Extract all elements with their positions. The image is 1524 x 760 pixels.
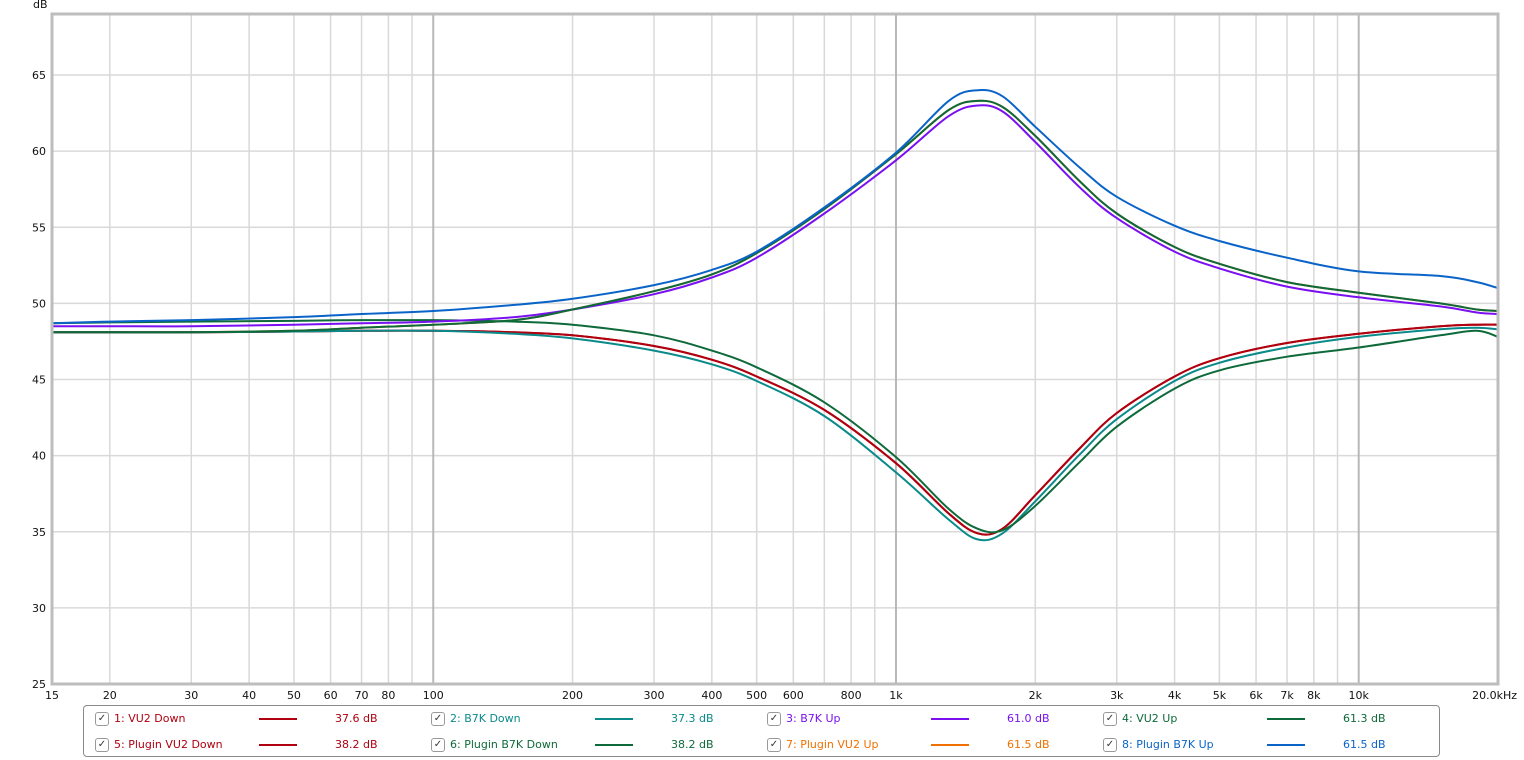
x-tick-label: 800 [841, 689, 862, 702]
series-curve [51, 326, 1499, 542]
series-curve [52, 104, 1499, 328]
x-tick-label: 30 [184, 689, 198, 702]
y-tick-label: 50 [32, 297, 46, 310]
x-tick-label: 200 [562, 689, 583, 702]
series-curve [51, 323, 1499, 536]
y-tick-label: 65 [32, 69, 46, 82]
x-tick-label: 60 [324, 689, 338, 702]
y-tick-label: 60 [32, 145, 46, 158]
series-curve [51, 89, 1499, 325]
legend-item-1[interactable]: ✓ 1: VU2 Down 37.6 dB [95, 711, 415, 727]
chart-grid [51, 14, 1499, 684]
legend-item-2[interactable]: ✓ 2: B7K Down 37.3 dB [431, 711, 751, 727]
legend-label: 2: B7K Down [450, 712, 521, 725]
legend-value: 61.0 dB [1007, 712, 1050, 725]
legend-swatch [931, 718, 969, 720]
legend-swatch [259, 744, 297, 746]
checkbox-checked-icon[interactable]: ✓ [767, 712, 781, 726]
x-axis-ticks: 15 20 30 40 50 60 70 80 100 200 300 400 500 600 800 1k 2… [45, 689, 1517, 702]
legend-swatch [259, 718, 297, 720]
x-tick-label: 600 [783, 689, 804, 702]
legend-label: 4: VU2 Up [1122, 712, 1178, 725]
legend-swatch [595, 744, 633, 746]
y-axis-ticks: 25 30 35 40 45 50 55 60 65 [32, 69, 46, 691]
x-tick-label: 15 [45, 689, 59, 702]
x-tick-label: 4k [1168, 689, 1182, 702]
legend-item-5[interactable]: ✓ 5: Plugin VU2 Down 38.2 dB [95, 737, 415, 753]
checkbox-checked-icon[interactable]: ✓ [1103, 712, 1117, 726]
legend-label: 1: VU2 Down [114, 712, 186, 725]
checkbox-checked-icon[interactable]: ✓ [431, 712, 445, 726]
legend-swatch [931, 744, 969, 746]
legend-label: 7: Plugin VU2 Up [786, 738, 879, 751]
legend-value: 38.2 dB [335, 738, 378, 751]
x-tick-label: 40 [242, 689, 256, 702]
checkbox-checked-icon[interactable]: ✓ [1103, 738, 1117, 752]
legend-swatch [1267, 744, 1305, 746]
legend-value: 61.5 dB [1007, 738, 1050, 751]
legend-item-7[interactable]: ✓ 7: Plugin VU2 Up 61.5 dB [767, 737, 1087, 753]
legend-item-3[interactable]: ✓ 3: B7K Up 61.0 dB [767, 711, 1087, 727]
x-tick-label: 50 [287, 689, 301, 702]
y-tick-label: 40 [32, 450, 46, 463]
series-curve [51, 99, 1499, 334]
x-tick-label: 6k [1249, 689, 1263, 702]
x-tick-label: 20.0kHz [1472, 689, 1517, 702]
checkbox-checked-icon[interactable]: ✓ [95, 738, 109, 752]
frequency-response-chart: 25 30 35 40 45 50 55 60 65 15 20 30 40 50 60 70 80 100 20… [32, 0, 1517, 702]
y-tick-label: 45 [32, 374, 46, 387]
series-curve [51, 318, 1499, 534]
x-tick-label: 300 [644, 689, 665, 702]
legend-label: 8: Plugin B7K Up [1122, 738, 1214, 751]
x-tick-label: 8k [1307, 689, 1321, 702]
x-tick-label: 20 [103, 689, 117, 702]
plot-frame [50, 12, 1500, 686]
series-curve [51, 323, 1499, 536]
x-tick-label: 70 [355, 689, 369, 702]
checkbox-checked-icon[interactable]: ✓ [431, 738, 445, 752]
y-tick-label: 35 [32, 526, 46, 539]
legend-swatch [1267, 718, 1305, 720]
legend-item-6[interactable]: ✓ 6: Plugin B7K Down 38.2 dB [431, 737, 751, 753]
y-axis-unit-label: dB [33, 0, 48, 11]
x-tick-label: 100 [423, 689, 444, 702]
y-tick-label: 55 [32, 221, 46, 234]
legend-label: 6: Plugin B7K Down [450, 738, 558, 751]
x-tick-label: 5k [1213, 689, 1227, 702]
legend-value: 37.3 dB [671, 712, 714, 725]
x-tick-label: 1k [889, 689, 903, 702]
legend-item-8[interactable]: ✓ 8: Plugin B7K Up 61.5 dB [1103, 737, 1423, 753]
legend-label: 3: B7K Up [786, 712, 841, 725]
legend-value: 37.6 dB [335, 712, 378, 725]
x-tick-label: 10k [1349, 689, 1370, 702]
checkbox-checked-icon[interactable]: ✓ [767, 738, 781, 752]
x-tick-label: 400 [701, 689, 722, 702]
x-tick-label: 2k [1029, 689, 1043, 702]
x-tick-label: 7k [1280, 689, 1294, 702]
legend-label: 5: Plugin VU2 Down [114, 738, 223, 751]
legend-value: 61.3 dB [1343, 712, 1386, 725]
x-tick-label: 500 [746, 689, 767, 702]
y-tick-label: 30 [32, 602, 46, 615]
legend-value: 61.5 dB [1343, 738, 1386, 751]
legend-item-4[interactable]: ✓ 4: VU2 Up 61.3 dB [1103, 711, 1423, 727]
legend-value: 38.2 dB [671, 738, 714, 751]
checkbox-checked-icon[interactable]: ✓ [95, 712, 109, 726]
y-tick-label: 25 [32, 678, 46, 691]
series-curve [51, 99, 1499, 334]
x-tick-label: 3k [1110, 689, 1124, 702]
chart-curves [51, 89, 1499, 542]
x-tick-label: 80 [381, 689, 395, 702]
legend: ✓ 1: VU2 Down 37.6 dB ✓ 2: B7K Down 37.3… [83, 705, 1440, 757]
legend-swatch [595, 718, 633, 720]
